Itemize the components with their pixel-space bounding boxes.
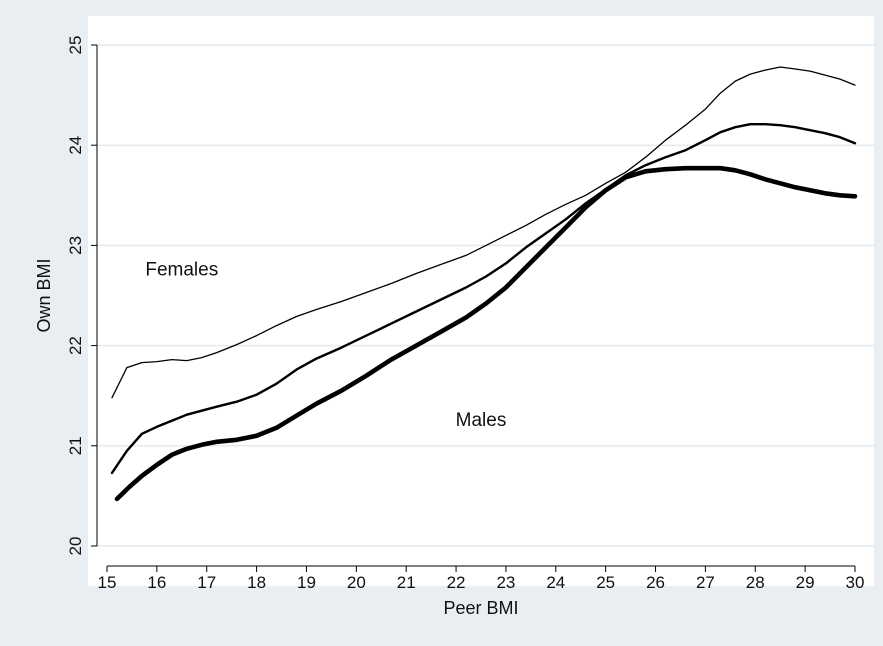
series-line-thick	[114, 165, 858, 502]
x-tick-label-21: 21	[397, 573, 416, 592]
x-tick-label-22: 22	[447, 573, 466, 592]
x-tick-label-27: 27	[696, 573, 715, 592]
series-line-medium	[110, 122, 857, 475]
x-tick-label-18: 18	[247, 573, 266, 592]
x-tick-label-25: 25	[596, 573, 615, 592]
annotation-males: Males	[456, 410, 507, 431]
y-tick-label-20: 20	[66, 537, 85, 556]
x-tick-label-17: 17	[197, 573, 216, 592]
x-tick-label-23: 23	[496, 573, 515, 592]
x-axis-title: Peer BMI	[443, 598, 518, 618]
x-tick-label-26: 26	[646, 573, 665, 592]
annotation-females: Females	[145, 259, 218, 280]
x-tick-label-16: 16	[147, 573, 166, 592]
plot-region	[88, 16, 874, 586]
x-tick-label-19: 19	[297, 573, 316, 592]
y-tick-label-21: 21	[66, 436, 85, 455]
series-line-thin	[111, 66, 856, 399]
x-tick-label-29: 29	[796, 573, 815, 592]
x-tick-label-28: 28	[746, 573, 765, 592]
x-tick-label-24: 24	[546, 573, 565, 592]
y-tick-label-25: 25	[66, 36, 85, 55]
x-tick-label-20: 20	[347, 573, 366, 592]
y-tick-label-24: 24	[66, 136, 85, 155]
y-tick-label-22: 22	[66, 336, 85, 355]
annotations: Females Males	[145, 259, 506, 430]
x-tick-label-30: 30	[846, 573, 865, 592]
y-axis-title: Own BMI	[34, 258, 54, 332]
y-tick-label-23: 23	[66, 236, 85, 255]
x-tick-label-15: 15	[98, 573, 117, 592]
axes: 20 21 22 23 24 25 15 16 17 18 19 20 21 22 23 24 25 26 27 28…	[66, 36, 864, 592]
series-lines	[110, 66, 858, 502]
